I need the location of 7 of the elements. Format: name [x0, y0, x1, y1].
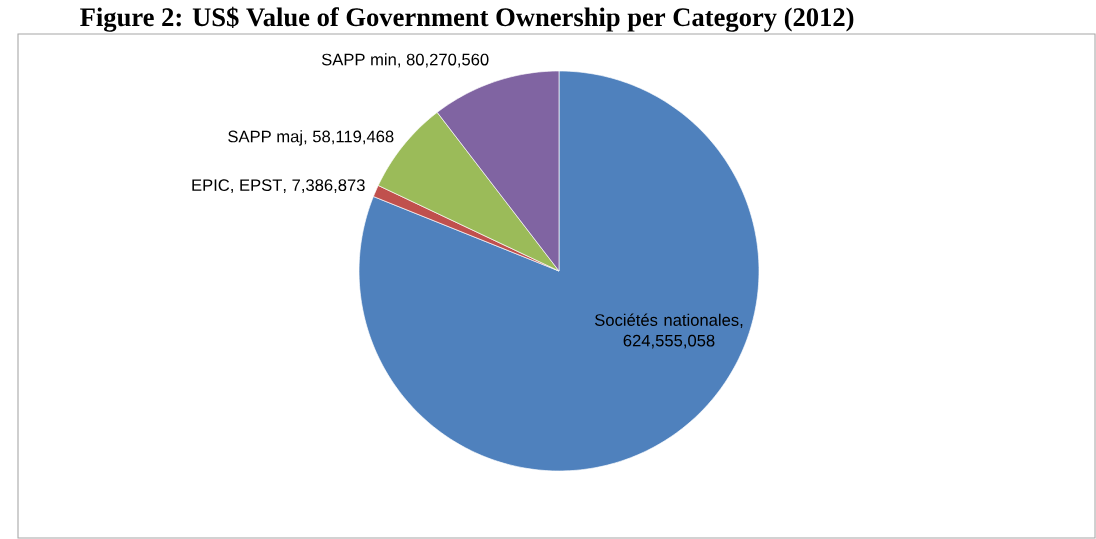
chart-title: Figure 2: US$ Value of Government Ownership per Category (2012) [80, 6, 854, 32]
slice-label: EPIC, EPST [192, 179, 282, 193]
data-label: , 80,270,560 [398, 53, 489, 68]
data-label: , 7,386,873 [283, 179, 365, 193]
slice-label: SAPP min [321, 53, 396, 66]
data-label: , 58,119,468 [304, 130, 394, 145]
slice-label: SAPP maj [228, 130, 302, 146]
